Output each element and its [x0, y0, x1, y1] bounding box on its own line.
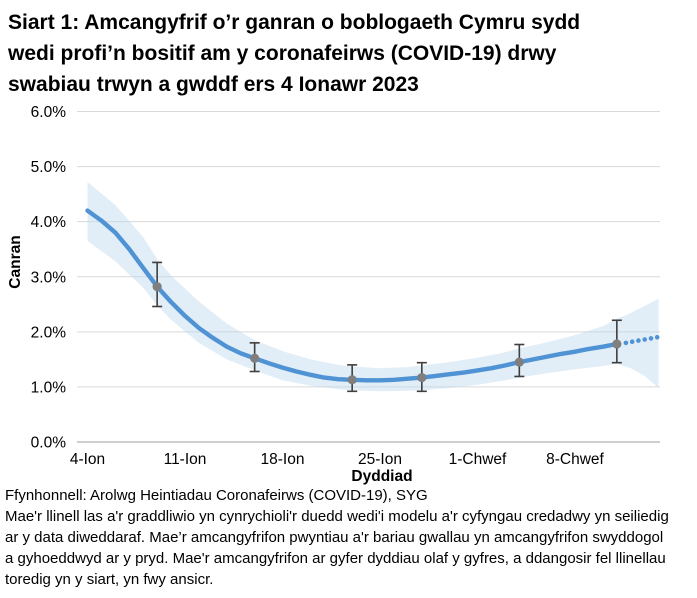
svg-text:11-Ion: 11-Ion	[164, 451, 207, 468]
methodology-note-line-3: a gyhoeddwyd ar y pryd. Mae'r amcangyfri…	[5, 550, 666, 567]
methodology-note: Mae'r llinell las a'r graddliwio yn cynr…	[5, 506, 691, 590]
chart-title: Siart 1: Amcangyfrif o’r ganran o boblog…	[0, 0, 697, 100]
chart-title-line-1: Siart 1: Amcangyfrif o’r ganran o boblog…	[8, 11, 581, 34]
credible-interval-band	[87, 182, 659, 392]
chart-title-line-2: wedi profi’n bositif am y coronafeirws (…	[8, 42, 557, 65]
svg-text:1-Chwef: 1-Chwef	[449, 451, 507, 468]
svg-text:8-Chwef: 8-Chwef	[546, 451, 604, 468]
svg-text:1.0%: 1.0%	[31, 379, 67, 396]
chart-footer: Ffynhonnell: Arolwg Heintiadau Coronafei…	[0, 485, 697, 590]
methodology-note-line-1: Mae'r llinell las a'r graddliwio yn cynr…	[5, 508, 669, 525]
svg-text:5.0%: 5.0%	[31, 159, 67, 176]
x-axis-tick-labels: 4-Ion 11-Ion 18-Ion 25-Ion 1-Chwef 8-Chwef	[70, 451, 605, 468]
svg-text:0.0%: 0.0%	[31, 435, 67, 452]
point-estimates	[152, 261, 622, 393]
svg-text:4.0%: 4.0%	[31, 214, 67, 231]
methodology-note-line-2: ar y data diweddaraf. Mae’r amcangyfrifo…	[5, 529, 664, 546]
x-axis-title: Dyddiad	[351, 468, 412, 485]
svg-text:18-Ion: 18-Ion	[261, 451, 305, 468]
y-axis-tick-labels: 0.0% 1.0% 2.0% 3.0% 4.0% 5.0% 6.0%	[31, 104, 67, 452]
svg-text:6.0%: 6.0%	[31, 104, 67, 121]
chart-canvas: 0.0% 1.0% 2.0% 3.0% 4.0% 5.0% 6.0% 4-Ion 11-Ion 1…	[7, 104, 660, 485]
y-axis-title: Canran	[7, 235, 24, 288]
chart-title-line-3: swabiau trwyn a gwddf ers 4 Ionawr 2023	[8, 73, 419, 96]
svg-text:4-Ion: 4-Ion	[70, 451, 105, 468]
trend-line-dotted	[623, 335, 660, 346]
svg-text:25-Ion: 25-Ion	[358, 451, 402, 468]
gridlines	[77, 111, 660, 443]
svg-text:3.0%: 3.0%	[31, 269, 67, 286]
source-note: Ffynhonnell: Arolwg Heintiadau Coronafei…	[5, 487, 428, 504]
methodology-note-line-4: toredig yn y siart, yn fwy ansicr.	[5, 571, 214, 588]
svg-text:2.0%: 2.0%	[31, 324, 67, 341]
